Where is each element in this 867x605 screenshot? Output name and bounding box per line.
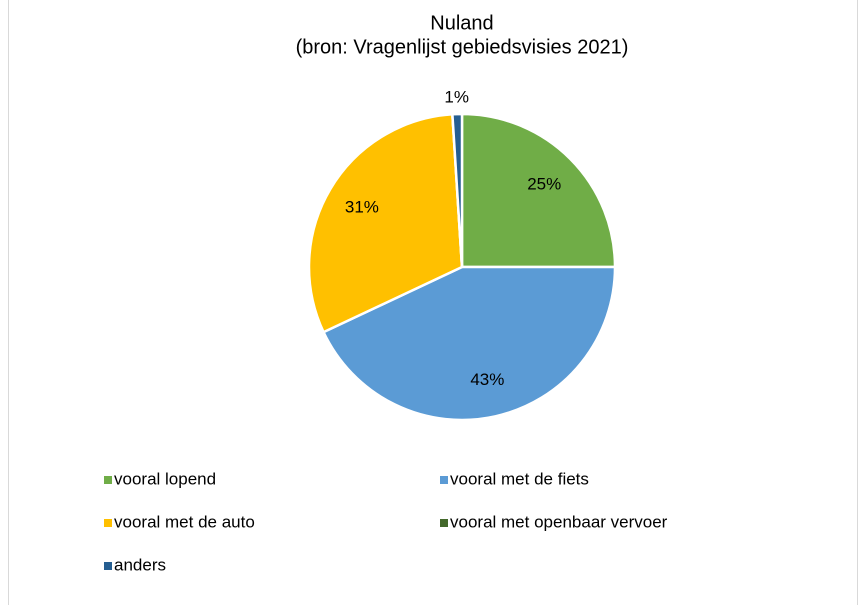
chart-title: Nuland (430, 12, 493, 34)
pie-slice (451, 112, 464, 268)
legend-swatch (440, 519, 448, 527)
data-label: 43% (470, 370, 504, 389)
chart-subtitle: (bron: Vragenlijst gebiedsvisies 2021) (296, 36, 629, 58)
legend-label: vooral met openbaar vervoer (450, 512, 668, 531)
legend-swatch (440, 476, 448, 484)
pie-slice (307, 112, 464, 334)
legend-label: vooral lopend (114, 469, 216, 488)
data-label: 31% (345, 197, 379, 216)
legend-swatch (104, 476, 112, 484)
legend-swatch (104, 562, 112, 570)
data-label: 25% (527, 174, 561, 193)
pie-slice (321, 265, 617, 422)
data-label: 1% (444, 88, 469, 107)
pie-slice (460, 112, 617, 269)
legend-label: vooral met de fiets (450, 469, 589, 488)
legend-swatch (104, 519, 112, 527)
legend-label: anders (114, 555, 166, 574)
legend-label: vooral met de auto (114, 512, 255, 531)
